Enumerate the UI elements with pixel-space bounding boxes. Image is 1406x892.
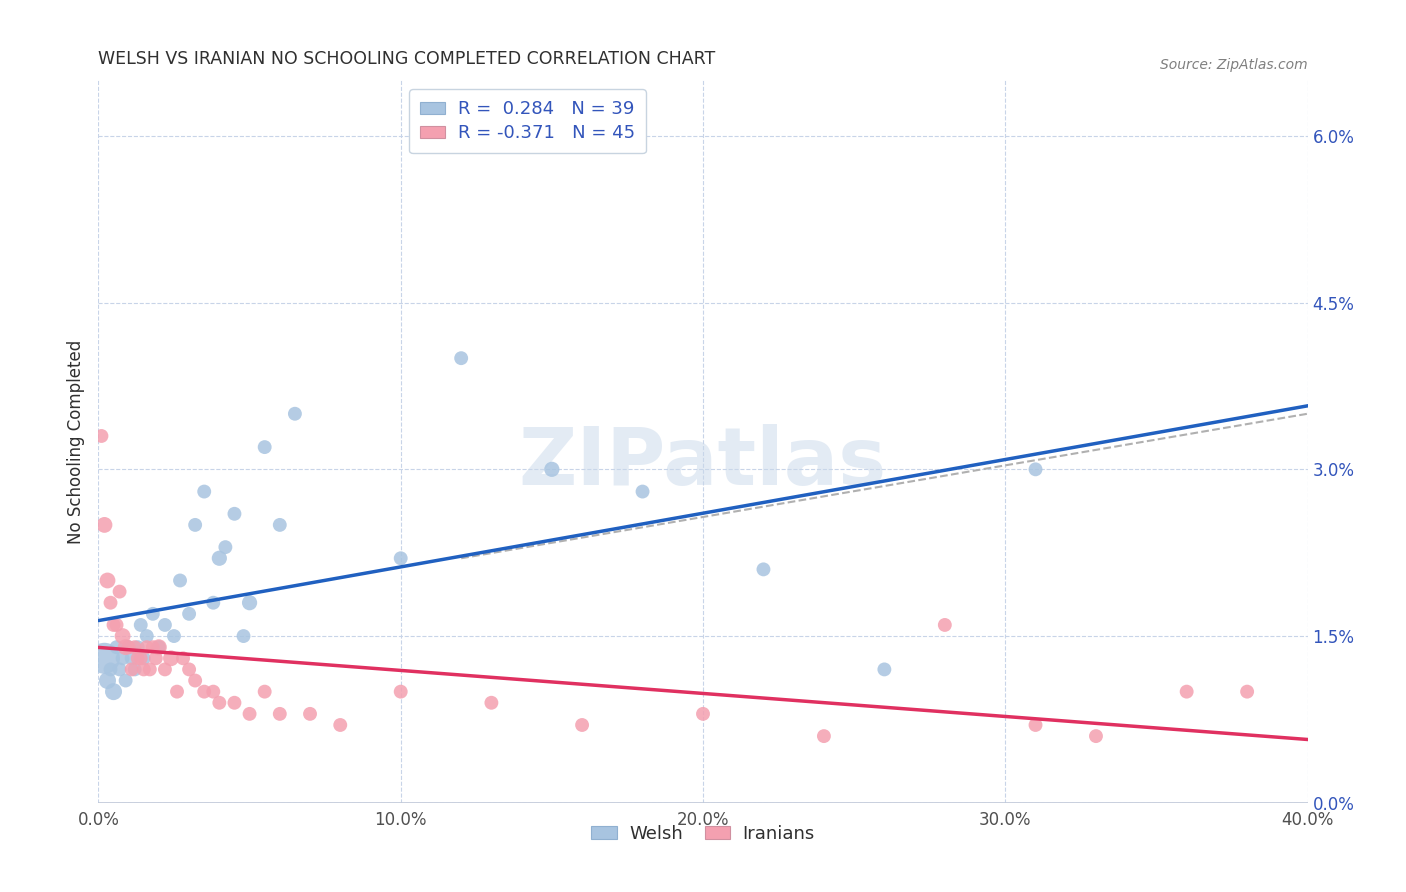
Point: [1024, 462, 1046, 476]
Point: [813, 729, 835, 743]
Point: [389, 684, 412, 698]
Point: [127, 651, 149, 665]
Point: [160, 651, 183, 665]
Point: [139, 662, 162, 676]
Point: [111, 651, 134, 665]
Point: [253, 684, 276, 698]
Point: [269, 706, 291, 721]
Point: [93, 651, 115, 665]
Point: [166, 684, 188, 698]
Point: [93, 517, 115, 532]
Point: [232, 629, 254, 643]
Point: [129, 618, 152, 632]
Point: [329, 718, 352, 732]
Point: [193, 484, 215, 499]
Point: [752, 562, 775, 576]
Point: [129, 651, 152, 665]
Point: [100, 596, 122, 610]
Point: [114, 673, 136, 688]
Point: [202, 684, 225, 698]
Point: [873, 662, 896, 676]
Point: [135, 640, 157, 655]
Point: [172, 651, 194, 665]
Point: [208, 696, 231, 710]
Point: [239, 596, 262, 610]
Point: [103, 618, 125, 632]
Point: [153, 618, 176, 632]
Point: [224, 696, 246, 710]
Point: [1085, 729, 1108, 743]
Point: [108, 662, 131, 676]
Point: [132, 662, 155, 676]
Point: [121, 662, 143, 676]
Point: [540, 462, 562, 476]
Point: [239, 706, 262, 721]
Point: [132, 651, 155, 665]
Point: [1024, 718, 1046, 732]
Point: [124, 662, 146, 676]
Point: [114, 640, 136, 655]
Point: [253, 440, 276, 454]
Point: [108, 584, 131, 599]
Point: [111, 629, 134, 643]
Point: [100, 662, 122, 676]
Point: [148, 640, 170, 655]
Point: [105, 640, 128, 655]
Point: [179, 662, 201, 676]
Point: [208, 551, 231, 566]
Point: [118, 640, 141, 655]
Text: Source: ZipAtlas.com: Source: ZipAtlas.com: [1160, 58, 1308, 71]
Point: [692, 706, 714, 721]
Point: [96, 574, 118, 588]
Point: [1236, 684, 1258, 698]
Point: [103, 684, 125, 698]
Point: [124, 640, 146, 655]
Point: [163, 629, 186, 643]
Text: WELSH VS IRANIAN NO SCHOOLING COMPLETED CORRELATION CHART: WELSH VS IRANIAN NO SCHOOLING COMPLETED …: [98, 50, 716, 68]
Y-axis label: No Schooling Completed: No Schooling Completed: [66, 340, 84, 543]
Point: [571, 718, 593, 732]
Point: [184, 517, 207, 532]
Point: [202, 596, 225, 610]
Point: [105, 618, 128, 632]
Point: [631, 484, 654, 499]
Point: [127, 640, 149, 655]
Point: [169, 574, 191, 588]
Point: [184, 673, 207, 688]
Point: [224, 507, 246, 521]
Point: [934, 618, 956, 632]
Point: [299, 706, 322, 721]
Point: [481, 696, 503, 710]
Legend: Welsh, Iranians: Welsh, Iranians: [582, 815, 824, 852]
Point: [153, 662, 176, 676]
Point: [284, 407, 307, 421]
Point: [90, 429, 112, 443]
Point: [1175, 684, 1198, 698]
Point: [118, 640, 141, 655]
Point: [269, 517, 291, 532]
Point: [145, 651, 167, 665]
Point: [450, 351, 472, 366]
Point: [142, 607, 165, 621]
Point: [389, 551, 412, 566]
Point: [148, 640, 170, 655]
Point: [193, 684, 215, 698]
Point: [142, 640, 165, 655]
Point: [135, 629, 157, 643]
Point: [96, 673, 118, 688]
Text: ZIPatlas: ZIPatlas: [519, 425, 887, 502]
Point: [121, 651, 143, 665]
Point: [214, 540, 236, 554]
Point: [179, 607, 201, 621]
